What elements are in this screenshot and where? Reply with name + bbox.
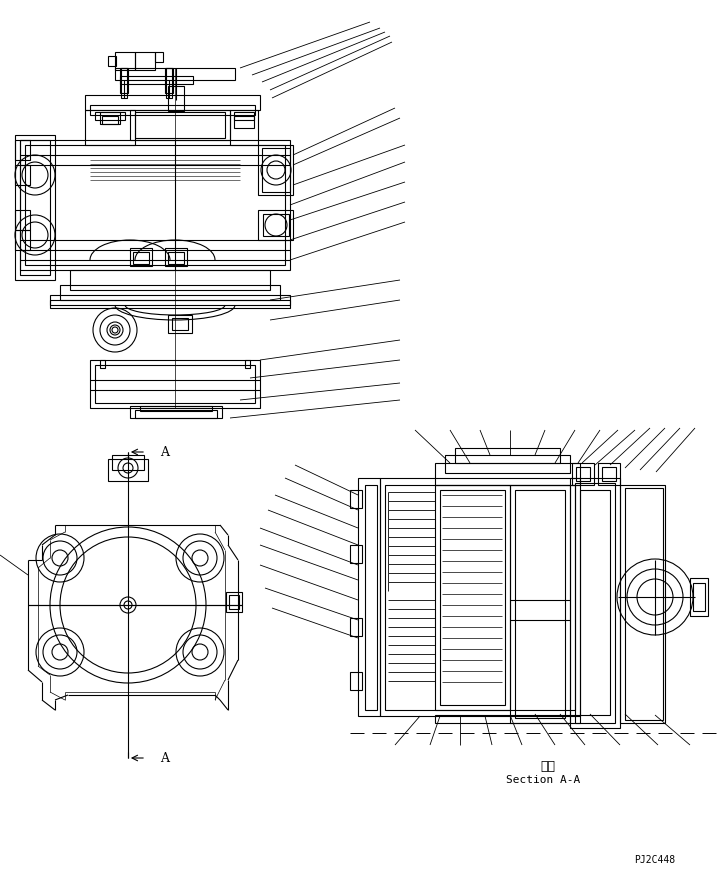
Bar: [572, 463, 594, 485]
Bar: [435, 463, 580, 485]
Bar: [230, 110, 258, 145]
Bar: [112, 455, 144, 470]
Bar: [440, 490, 505, 705]
Bar: [50, 295, 290, 305]
Bar: [576, 467, 590, 481]
Bar: [115, 68, 235, 80]
Bar: [234, 112, 254, 120]
Bar: [350, 618, 362, 636]
Bar: [168, 86, 184, 111]
Bar: [90, 360, 260, 408]
Text: PJ2C448: PJ2C448: [634, 855, 676, 865]
Bar: [130, 248, 152, 266]
Bar: [108, 459, 148, 481]
Bar: [15, 210, 30, 230]
Bar: [365, 485, 377, 710]
Bar: [598, 463, 620, 485]
Bar: [575, 483, 615, 723]
Bar: [602, 467, 616, 481]
Bar: [135, 52, 155, 70]
Bar: [350, 672, 362, 690]
Bar: [90, 105, 255, 115]
Bar: [140, 406, 212, 411]
Bar: [350, 545, 362, 563]
Bar: [25, 145, 285, 265]
Bar: [570, 478, 620, 728]
Bar: [70, 270, 270, 290]
Bar: [60, 285, 280, 300]
Text: 断面: 断面: [541, 759, 555, 773]
Bar: [165, 68, 173, 93]
Bar: [135, 112, 225, 138]
Bar: [350, 490, 362, 508]
Bar: [130, 406, 222, 418]
Bar: [245, 360, 250, 368]
Bar: [130, 110, 230, 140]
Bar: [580, 490, 610, 715]
Bar: [262, 148, 290, 192]
Bar: [229, 595, 239, 609]
Bar: [263, 214, 289, 236]
Bar: [445, 455, 570, 473]
Bar: [95, 112, 125, 120]
Bar: [15, 165, 30, 185]
Bar: [510, 485, 570, 723]
Bar: [380, 478, 580, 716]
Bar: [50, 300, 290, 308]
Bar: [258, 145, 293, 195]
Text: Section A-A: Section A-A: [506, 775, 580, 785]
Bar: [15, 135, 55, 280]
Bar: [100, 360, 105, 368]
Bar: [102, 116, 118, 124]
Bar: [435, 485, 510, 710]
Bar: [693, 583, 705, 611]
Bar: [85, 95, 260, 110]
Bar: [15, 230, 30, 250]
Text: A: A: [160, 752, 169, 765]
Bar: [168, 252, 184, 264]
Bar: [115, 52, 135, 70]
Bar: [121, 68, 127, 98]
Bar: [15, 140, 30, 160]
Bar: [95, 365, 255, 403]
Bar: [168, 315, 192, 333]
Bar: [515, 490, 565, 718]
Bar: [85, 110, 135, 145]
Bar: [133, 252, 149, 264]
Bar: [690, 578, 708, 616]
Bar: [155, 52, 163, 62]
Bar: [135, 410, 217, 418]
Bar: [358, 478, 380, 716]
Bar: [234, 116, 254, 128]
Bar: [226, 592, 242, 612]
Bar: [455, 448, 560, 463]
Bar: [435, 715, 580, 723]
Text: A: A: [160, 446, 169, 459]
Bar: [620, 485, 665, 723]
Bar: [120, 68, 128, 93]
Bar: [258, 210, 293, 240]
Bar: [166, 68, 172, 98]
Bar: [20, 140, 50, 275]
Bar: [625, 488, 663, 720]
Bar: [165, 248, 187, 266]
Bar: [120, 76, 193, 84]
Bar: [108, 56, 116, 66]
Bar: [20, 140, 290, 270]
Bar: [385, 485, 575, 710]
Bar: [100, 112, 120, 124]
Bar: [172, 318, 188, 330]
